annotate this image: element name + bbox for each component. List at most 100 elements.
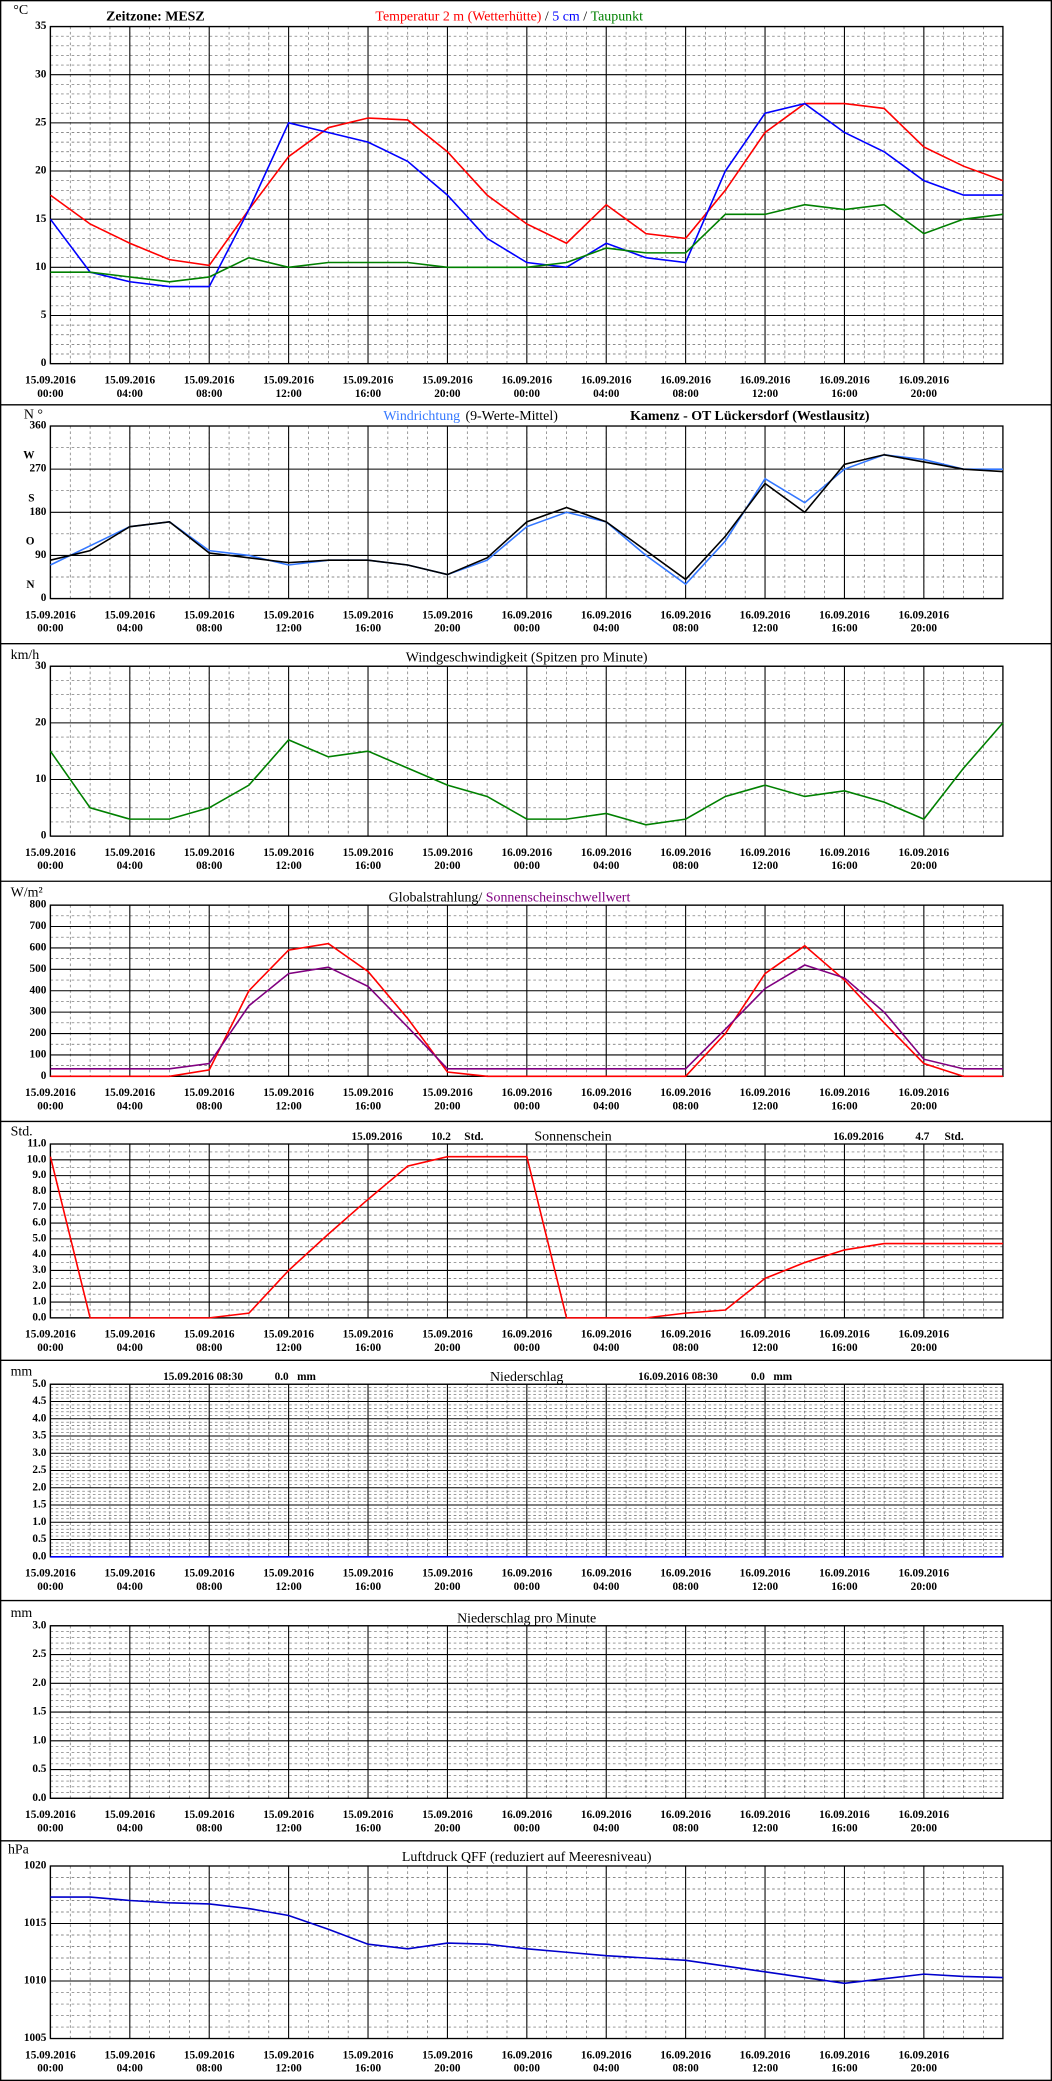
x-tick-label: 15.09.2016 — [422, 609, 473, 621]
x-tick-label: 15.09.2016 — [104, 847, 155, 859]
y-tick-label: 4.5 — [32, 1395, 46, 1407]
x-tick-label: 16.09.2016 — [740, 1809, 791, 1821]
x-tick-label: 04:00 — [117, 388, 144, 400]
y-tick-label: 1015 — [24, 1917, 47, 1929]
x-tick-label: 16.09.2016 — [740, 1087, 791, 1099]
y-tick-label: 500 — [30, 963, 47, 975]
x-tick-label: 16:00 — [831, 1581, 858, 1593]
x-tick-label: 15.09.2016 — [184, 1329, 235, 1341]
x-tick-label: 04:00 — [593, 1822, 620, 1834]
x-tick-label: 16.09.2016 — [501, 847, 552, 859]
x-tick-label: 04:00 — [117, 1342, 144, 1354]
y-tick-label: 30 — [35, 660, 47, 672]
x-tick-label: 16.09.2016 — [898, 1809, 949, 1821]
x-tick-label: 16.09.2016 — [819, 1568, 870, 1580]
compass-label: S — [28, 493, 34, 505]
x-tick-label: 00:00 — [37, 2063, 64, 2075]
plot-frame — [49, 425, 1004, 600]
y-tick-label: 3.5 — [32, 1430, 46, 1442]
y-tick-label: 10 — [35, 261, 47, 273]
x-tick-label: 00:00 — [514, 1100, 541, 1112]
x-tick-label: 16.09.2016 — [501, 609, 552, 621]
x-tick-label: 15.09.2016 — [184, 374, 235, 386]
x-tick-label: 04:00 — [117, 1100, 144, 1112]
x-tick-label: 16:00 — [355, 623, 382, 635]
y-tick-label: 5.0 — [32, 1378, 46, 1390]
x-tick-label: 15.09.2016 — [263, 1329, 314, 1341]
annotation: 0.0 — [751, 1371, 765, 1383]
y-tick-label: 4.0 — [32, 1412, 46, 1424]
y-tick-label: 90 — [35, 549, 47, 561]
y-tick-label: 200 — [30, 1027, 47, 1039]
legend-entry: Taupunkt — [591, 9, 644, 24]
x-tick-label: 00:00 — [514, 623, 541, 635]
y-tick-label: 2.0 — [32, 1677, 46, 1689]
x-tick-label: 16.09.2016 — [501, 1329, 552, 1341]
x-tick-label: 15.09.2016 — [263, 374, 314, 386]
y-axis-unit: mm — [11, 1364, 33, 1379]
y-tick-label: 1.0 — [32, 1734, 46, 1746]
annotation: 16.09.2016 08:30 — [638, 1371, 718, 1383]
y-tick-label: 300 — [30, 1006, 47, 1018]
x-tick-label: 16.09.2016 — [501, 374, 552, 386]
x-tick-label: 00:00 — [514, 2063, 541, 2075]
y-tick-label: 35 — [35, 20, 47, 32]
x-tick-label: 16:00 — [355, 1342, 382, 1354]
x-tick-label: 04:00 — [117, 1581, 144, 1593]
x-tick-label: 16.09.2016 — [819, 1087, 870, 1099]
x-tick-label: 16.09.2016 — [898, 1568, 949, 1580]
x-tick-label: 00:00 — [37, 1342, 64, 1354]
x-tick-label: 08:00 — [672, 1342, 699, 1354]
x-tick-label: 16:00 — [831, 2063, 858, 2075]
x-tick-label: 15.09.2016 — [25, 609, 76, 621]
chart-title: Sonnenschein — [534, 1130, 611, 1145]
x-tick-label: 16.09.2016 — [740, 2049, 791, 2061]
x-tick-label: 16:00 — [355, 1822, 382, 1834]
x-tick-label: 08:00 — [672, 1100, 699, 1112]
y-tick-label: 360 — [30, 420, 47, 432]
data-line — [49, 102, 1004, 267]
x-tick-label: 15.09.2016 — [184, 609, 235, 621]
data-line — [50, 1896, 1003, 1985]
x-tick-label: 20:00 — [434, 388, 461, 400]
y-tick-label: 700 — [30, 920, 47, 932]
x-tick-label: 15.09.2016 — [422, 1568, 473, 1580]
x-tick-label: 16.09.2016 — [581, 847, 632, 859]
x-tick-label: 15.09.2016 — [343, 847, 394, 859]
x-tick-label: 08:00 — [672, 2063, 699, 2075]
x-tick-label: 16.09.2016 — [740, 374, 791, 386]
x-tick-label: 20:00 — [911, 1100, 938, 1112]
compass-label: W — [23, 449, 35, 461]
x-tick-label: 16.09.2016 — [660, 1329, 711, 1341]
x-tick-label: 15.09.2016 — [263, 1809, 314, 1821]
x-tick-label: 08:00 — [196, 623, 223, 635]
y-tick-label: 100 — [30, 1049, 47, 1061]
x-tick-label: 15.09.2016 — [104, 1809, 155, 1821]
x-tick-label: 20:00 — [911, 388, 938, 400]
x-tick-label: 16.09.2016 — [660, 1568, 711, 1580]
x-tick-label: 15.09.2016 — [184, 847, 235, 859]
x-tick-label: 15.09.2016 — [184, 1568, 235, 1580]
x-tick-label: 00:00 — [514, 1822, 541, 1834]
data-line — [50, 453, 1003, 586]
x-tick-label: 15.09.2016 — [263, 2049, 314, 2061]
x-tick-label: 16:00 — [831, 860, 858, 872]
x-tick-label: 16.09.2016 — [740, 1329, 791, 1341]
x-tick-label: 16.09.2016 — [660, 374, 711, 386]
x-tick-label: 16:00 — [355, 388, 382, 400]
legend-separator: / — [541, 9, 552, 24]
x-tick-label: 16.09.2016 — [581, 2049, 632, 2061]
plot-frame — [49, 1865, 1004, 2040]
legend-entry: 5 cm — [552, 9, 580, 24]
x-tick-label: 20:00 — [911, 2063, 938, 2075]
x-tick-label: 15.09.2016 — [343, 1568, 394, 1580]
x-tick-label: 00:00 — [514, 1581, 541, 1593]
x-tick-label: 16.09.2016 — [501, 1568, 552, 1580]
y-tick-label: 2.5 — [32, 1464, 46, 1476]
x-tick-label: 15.09.2016 — [343, 1329, 394, 1341]
x-tick-label: 15.09.2016 — [184, 1809, 235, 1821]
x-tick-label: 20:00 — [911, 623, 938, 635]
x-tick-label: 08:00 — [672, 1822, 699, 1834]
y-axis-unit: Std. — [11, 1124, 33, 1139]
y-tick-label: 5 — [41, 309, 47, 321]
